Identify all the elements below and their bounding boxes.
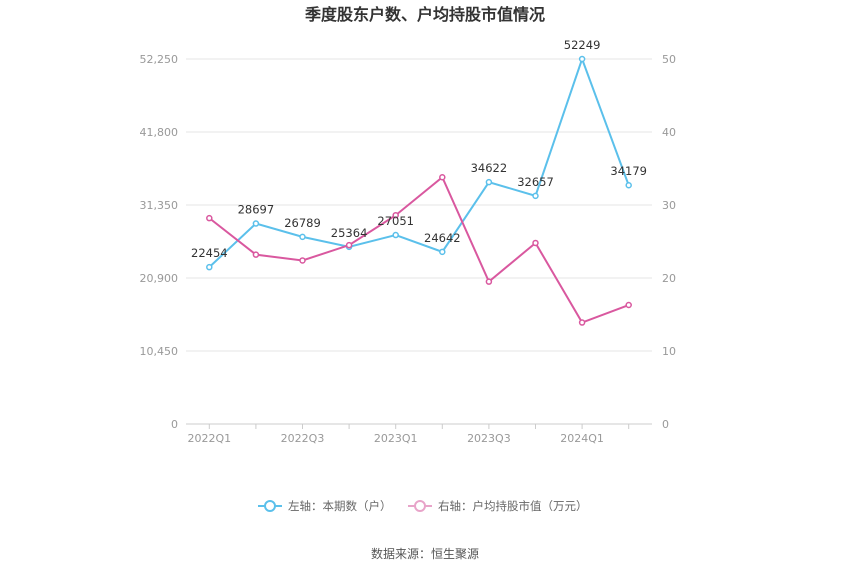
- data-point-left[interactable]: [532, 192, 539, 200]
- legend[interactable]: 左轴：本期数（户） 右轴：户均持股市值（万元）: [258, 499, 588, 513]
- data-point-right[interactable]: [252, 251, 260, 258]
- data-point-right[interactable]: [345, 241, 353, 249]
- legend-label-left: 左轴：本期数（户）: [288, 499, 392, 513]
- right-axis: 0 10 20 30 40 50: [662, 53, 676, 431]
- data-point-left[interactable]: [578, 55, 586, 63]
- legend-item-left[interactable]: 左轴：本期数（户）: [258, 499, 392, 513]
- data-point-left[interactable]: [299, 233, 306, 241]
- data-label: 34622: [471, 161, 508, 175]
- data-label: 24642: [424, 231, 461, 245]
- legend-label-right: 右轴：户均持股市值（万元）: [438, 499, 588, 513]
- right-tick-label: 30: [662, 199, 676, 212]
- right-tick-label: 0: [662, 418, 669, 431]
- data-labels: 22454 28697 26789 25364 27051 24642 34622 32657…: [191, 38, 647, 260]
- left-tick-label: 31,350: [140, 199, 179, 212]
- data-point-left[interactable]: [625, 181, 632, 189]
- series-line-right: [208, 175, 630, 324]
- left-tick-label: 0: [171, 418, 178, 431]
- x-tick-label: 2022Q1: [187, 432, 231, 445]
- data-point-right[interactable]: [625, 301, 632, 309]
- data-label: 25364: [331, 226, 368, 240]
- right-tick-label: 40: [662, 126, 676, 139]
- data-point-right[interactable]: [485, 278, 493, 285]
- x-tick-label: 2024Q1: [560, 432, 604, 445]
- x-axis: 2022Q1 2022Q3 2023Q1 2023Q3 2024Q1: [187, 424, 630, 445]
- data-point-left[interactable]: [392, 231, 399, 239]
- left-axis: 0 10,450 20,900 31,350 41,800 52,250: [140, 53, 179, 431]
- legend-marker-right: [414, 500, 426, 512]
- legend-item-right[interactable]: 右轴：户均持股市值（万元）: [408, 499, 588, 513]
- right-tick-label: 50: [662, 53, 676, 66]
- data-point-right[interactable]: [299, 257, 306, 264]
- right-tick-label: 20: [662, 272, 676, 285]
- left-tick-label: 10,450: [140, 345, 179, 358]
- series-line-left: [208, 56, 630, 268]
- x-tick-label: 2023Q3: [467, 432, 511, 445]
- right-tick-label: 10: [662, 345, 676, 358]
- data-label: 34179: [610, 164, 647, 178]
- data-point-left[interactable]: [439, 248, 446, 256]
- legend-marker-left: [264, 500, 276, 512]
- series-lines: [206, 55, 632, 326]
- data-point-left[interactable]: [485, 178, 493, 186]
- left-tick-label: 20,900: [140, 272, 179, 285]
- data-point-right[interactable]: [578, 319, 586, 326]
- left-tick-label: 52,250: [140, 53, 179, 66]
- data-point-left[interactable]: [206, 263, 213, 271]
- data-point-right[interactable]: [439, 174, 446, 181]
- data-label: 32657: [517, 175, 554, 189]
- left-tick-label: 41,800: [140, 126, 179, 139]
- data-label: 27051: [377, 214, 414, 228]
- data-point-right[interactable]: [392, 211, 399, 219]
- grid-lines: [186, 58, 652, 425]
- chart-title: 季度股东户数、户均持股市值情况: [304, 5, 545, 24]
- data-point-right[interactable]: [532, 239, 539, 247]
- x-tick-label: 2023Q1: [374, 432, 418, 445]
- data-label: 28697: [238, 203, 275, 217]
- data-label: 26789: [284, 216, 321, 230]
- data-point-right[interactable]: [206, 214, 213, 222]
- data-point-left[interactable]: [252, 220, 260, 227]
- source-text: 数据来源：恒生聚源: [371, 546, 479, 561]
- data-label: 52249: [564, 38, 601, 52]
- data-label: 22454: [191, 246, 228, 260]
- x-tick-label: 2022Q3: [281, 432, 325, 445]
